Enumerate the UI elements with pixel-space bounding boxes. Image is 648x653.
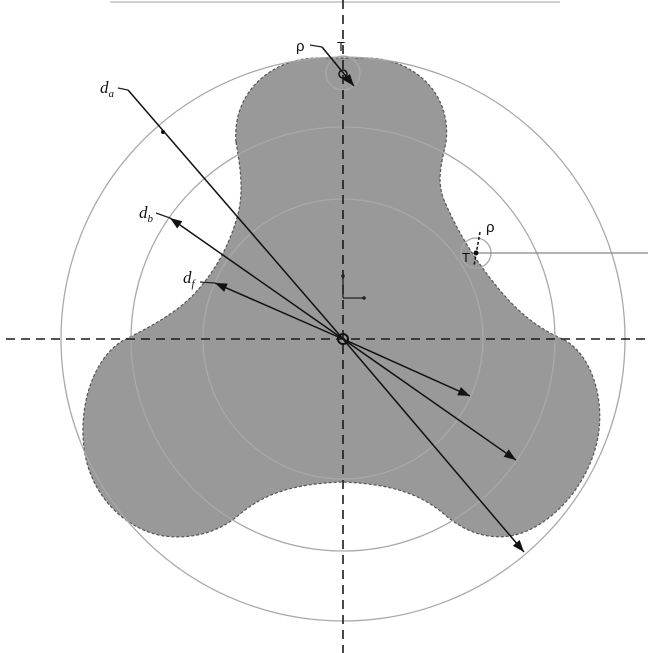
df-leader bbox=[199, 281, 216, 284]
rho-top-leader bbox=[309, 44, 323, 48]
coordinate-axis-end-dot bbox=[362, 296, 366, 300]
db-dimension-line-upper bbox=[169, 217, 344, 340]
center-point bbox=[337, 333, 349, 345]
rho-top-arrow bbox=[321, 46, 355, 87]
rho-right-label: ρ bbox=[486, 219, 495, 236]
t-top-label: T bbox=[337, 39, 345, 54]
db-leader bbox=[155, 212, 171, 219]
db-label: db bbox=[139, 203, 154, 225]
df-dimension-line bbox=[342, 338, 471, 397]
df-label: df bbox=[183, 268, 197, 290]
da-label: da bbox=[100, 78, 115, 100]
da-leader bbox=[117, 87, 129, 91]
top-tangent-point bbox=[338, 69, 348, 79]
db-dimension-line bbox=[342, 338, 517, 461]
t-right-label: T bbox=[462, 250, 470, 265]
rotor-profile bbox=[82, 57, 601, 538]
coordinate-origin-dot bbox=[341, 274, 345, 278]
rho-top-label: ρ bbox=[296, 38, 305, 55]
df-dimension-line-upper bbox=[214, 282, 344, 340]
da-arrow-dot bbox=[161, 130, 165, 134]
da-dimension-line bbox=[342, 338, 525, 553]
rho-right-arrow bbox=[473, 231, 481, 267]
right-tangent-point bbox=[473, 250, 479, 256]
